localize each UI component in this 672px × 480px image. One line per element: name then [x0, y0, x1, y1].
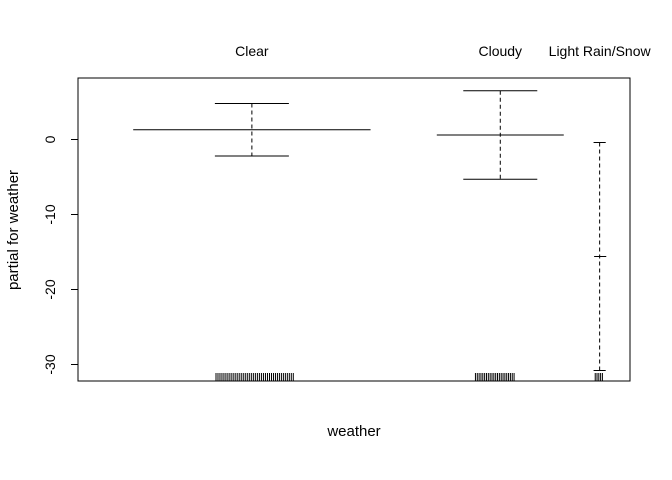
category-label: Light Rain/Snow	[549, 43, 652, 59]
term-group	[133, 103, 371, 381]
plot-frame	[77, 77, 631, 382]
y-tick-label: 0	[42, 135, 58, 143]
y-tick-label: -30	[42, 354, 58, 374]
term-group	[436, 90, 564, 381]
category-label: Clear	[235, 43, 269, 59]
category-label: Cloudy	[478, 43, 522, 59]
y-axis-label: partial for weather	[5, 170, 22, 290]
y-axis: 0 -10 -20 -30	[42, 135, 79, 375]
term-group	[593, 142, 607, 381]
x-axis-label: weather	[326, 423, 380, 440]
y-tick-label: -20	[42, 279, 58, 299]
category-labels: Clear Cloudy Light Rain/Snow	[235, 43, 651, 59]
y-tick-label: -10	[42, 204, 58, 224]
chart-marks	[133, 90, 607, 381]
